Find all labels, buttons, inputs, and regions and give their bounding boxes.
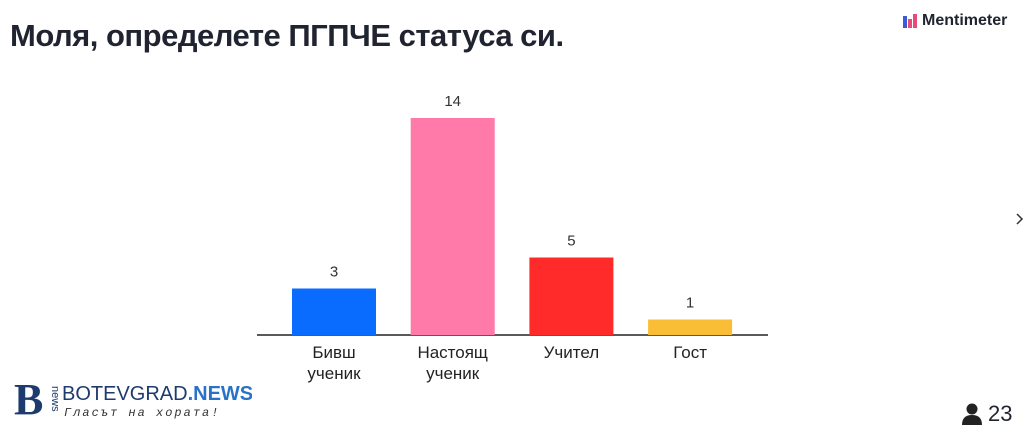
x-tick-label: Гост: [673, 343, 707, 362]
chart-title: Моля, определете ПГПЧЕ статуса си.: [10, 18, 564, 53]
value-label: 14: [444, 93, 461, 110]
participants: 23: [962, 401, 1012, 427]
watermark-suffix: .NEWS: [188, 383, 252, 405]
participant-count: 23: [988, 401, 1013, 426]
watermark-slogan: Гласът на хората!: [64, 406, 220, 420]
logo-word: news: [49, 386, 61, 412]
brand-name: Mentimeter: [922, 12, 1008, 29]
bar: [648, 319, 733, 335]
watermark-name: BOTEVGRAD.NEWS: [62, 383, 252, 405]
watermark-name-part: BOTEVGRAD: [62, 383, 188, 405]
bar: [410, 118, 495, 335]
person-icon: [962, 403, 982, 425]
x-tick-label: Бивш ученик: [307, 343, 361, 383]
bar: [529, 257, 614, 335]
value-label: 1: [686, 295, 694, 312]
next-arrow[interactable]: [1016, 213, 1024, 225]
logo-letter: B: [14, 376, 43, 422]
brand-logo: [903, 14, 917, 28]
value-label: 3: [330, 264, 338, 281]
value-label: 5: [567, 233, 575, 250]
brand: Mentimeter: [903, 12, 1007, 30]
x-tick-label: Настоящ ученик: [417, 343, 488, 383]
bar: [292, 288, 376, 335]
x-tick-label: Учител: [543, 343, 600, 362]
watermark: B news BOTEVGRAD.NEWS Гласът на хората!: [14, 376, 252, 422]
